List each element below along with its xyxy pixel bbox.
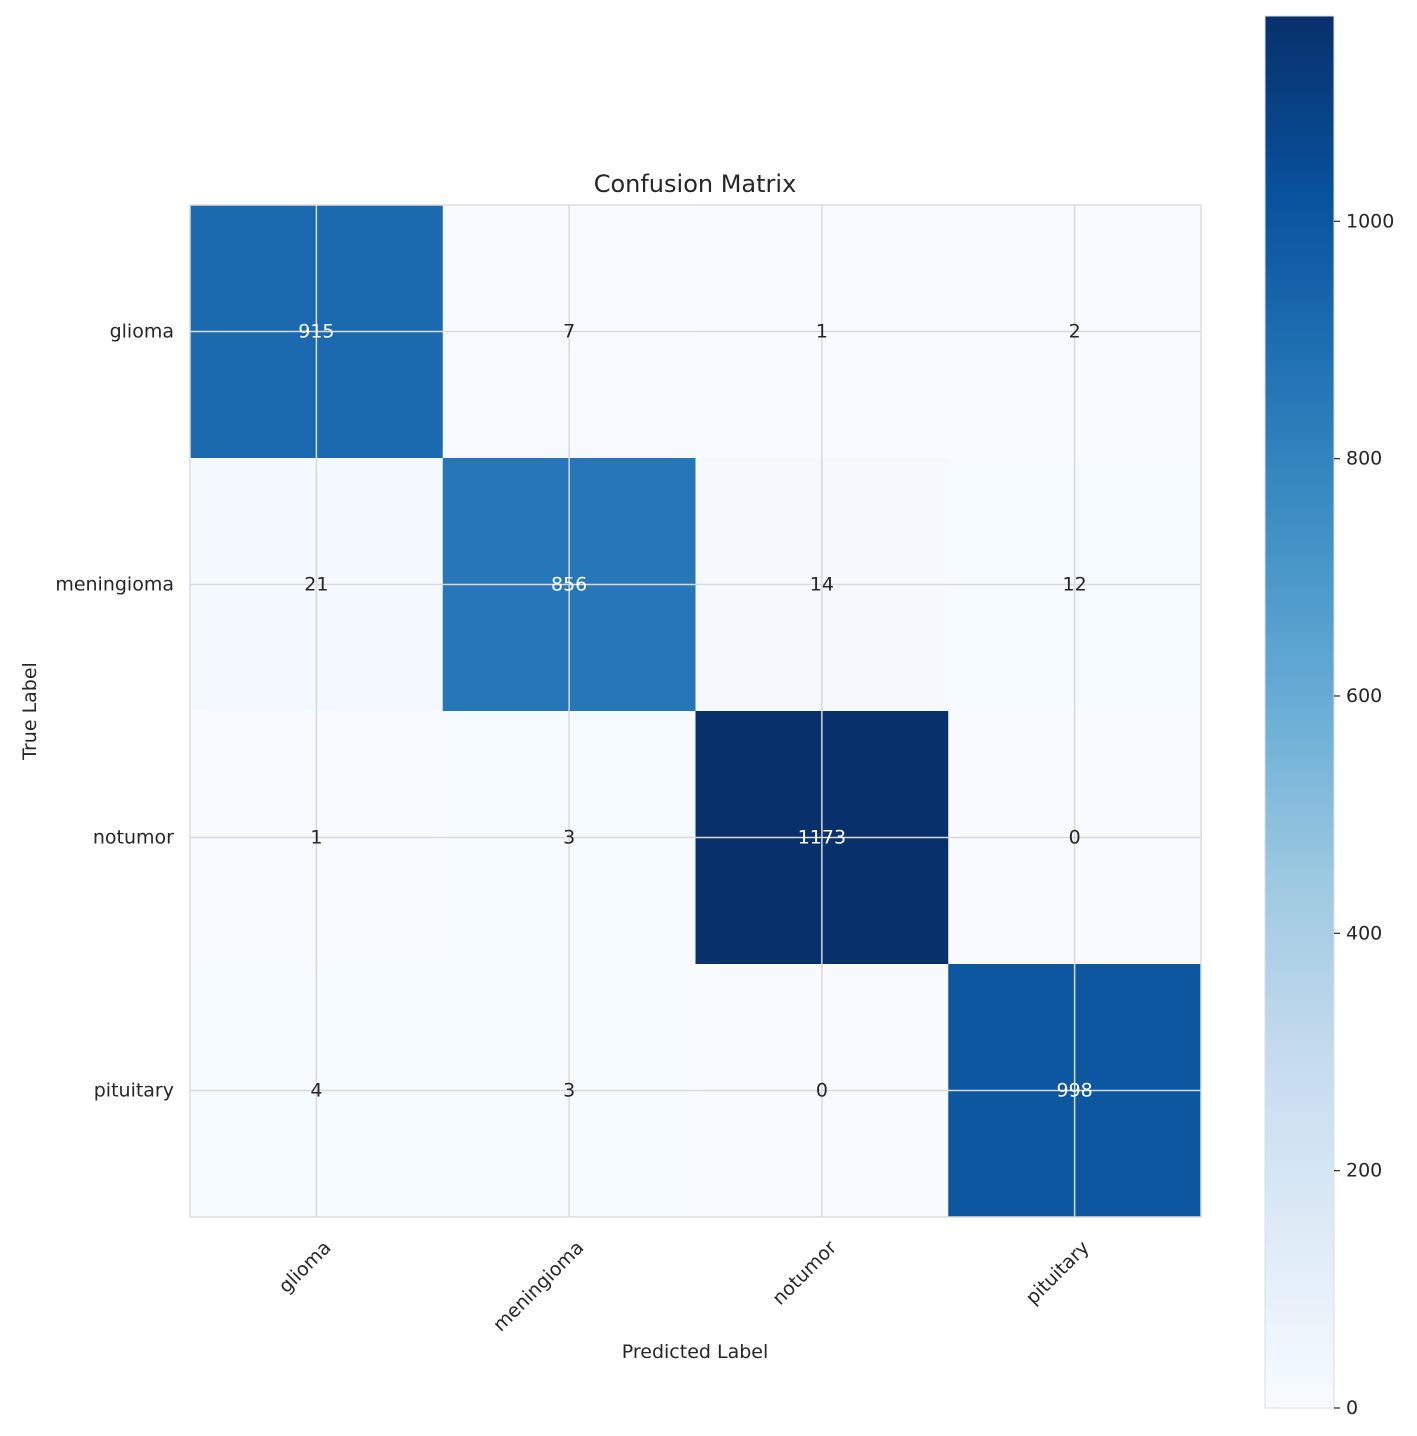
colorbar-tick-label: 1000 [1346,210,1394,232]
colorbar-tick-label: 400 [1346,922,1382,944]
x-tick-label: pituitary [1021,1237,1093,1309]
colorbar-gradient [1264,15,1335,1409]
y-tick-label: pituitary [94,1080,174,1102]
cell-value-label: 1173 [798,827,846,849]
y-tick-label: notumor [93,827,174,849]
cell-value-label: 21 [304,574,328,596]
cell-value-label: 0 [816,1080,828,1102]
cell-value-label: 3 [563,1080,575,1102]
cell-value-label: 856 [551,574,587,596]
cell-value-label: 2 [1069,321,1081,343]
cell-value-label: 998 [1056,1080,1092,1102]
colorbar-tick-label: 600 [1346,685,1382,707]
cell-value-label: 12 [1063,574,1087,596]
grid-lines [190,205,1201,1217]
cell-value-label: 3 [563,827,575,849]
colorbar-tick-label: 200 [1346,1160,1382,1182]
cell-value-label: 14 [810,574,834,596]
cell-value-label: 7 [563,321,575,343]
chart-title: Confusion Matrix [594,170,797,198]
y-axis-ticks: glioma meningioma notumor pituitary [55,321,174,1102]
x-tick-label: meningioma [489,1237,588,1336]
plot-frame [189,204,1202,1218]
x-tick-label: notumor [768,1236,841,1309]
colorbar: 0 200 400 600 800 1000 [1264,15,1394,1419]
x-axis-ticks: glioma meningioma notumor pituitary [274,1236,1093,1336]
colorbar-tick-label: 0 [1346,1397,1358,1419]
cell-value-labels: 915 7 1 221 856 14 121 3 1173 04 3 0 998 [298,321,1093,1102]
heatmap-cells [190,205,1202,1218]
y-tick-label: glioma [110,321,174,343]
cell-value-label: 1 [310,827,322,849]
x-axis-label: Predicted Label [622,1341,769,1363]
y-axis-label: True Label [19,662,41,761]
cell-value-label: 915 [298,321,334,343]
cell-value-label: 1 [816,321,828,343]
cell-value-label: 0 [1069,827,1081,849]
colorbar-tick-label: 800 [1346,448,1382,470]
x-tick-label: glioma [274,1237,335,1298]
cell-value-label: 4 [310,1080,322,1102]
y-tick-label: meningioma [55,574,174,596]
